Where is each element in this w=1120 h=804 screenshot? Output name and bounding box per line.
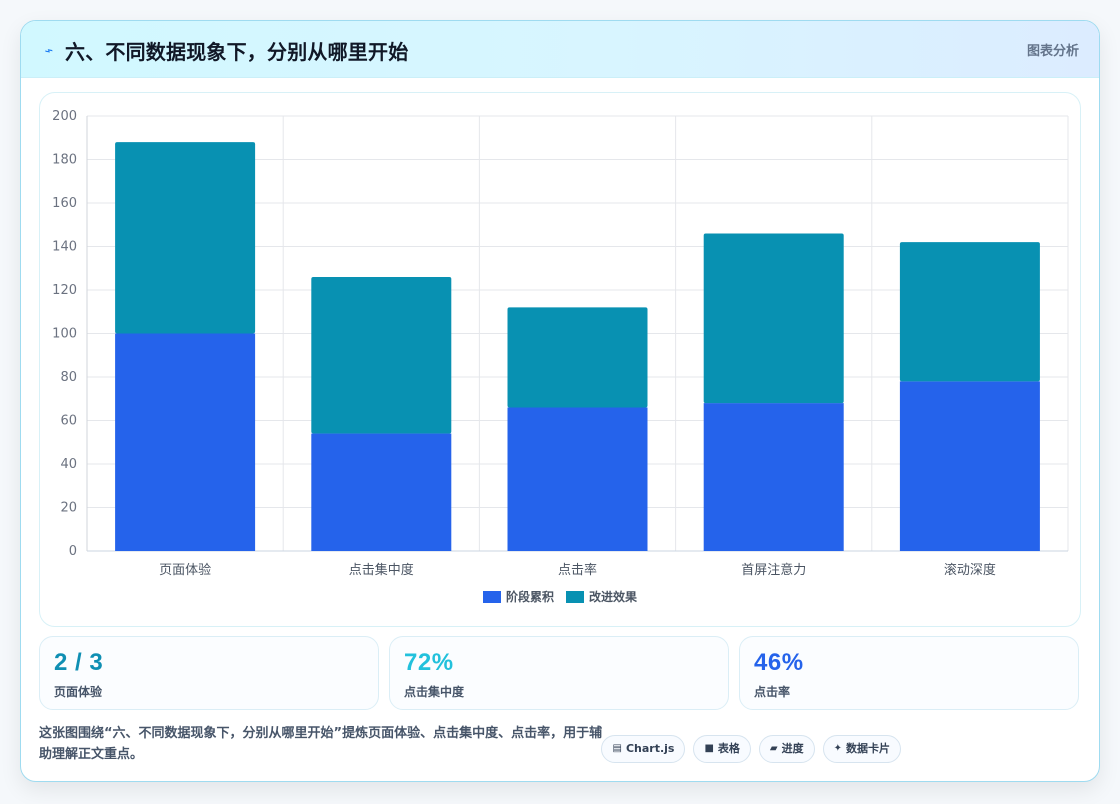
tag-label: 表格 [717, 742, 740, 755]
metric-cards: 2 / 3 页面体验 72% 点击集中度 46% 点击率 [39, 636, 1079, 710]
chart-legend: 阶段累积 改进效果 [40, 588, 1080, 605]
stacked-bar-chart: 0 20 40 60 80 100 120 140 160 180 200 页面体验 点击集中度 点击率 首… [52, 109, 1069, 578]
y-tick-label: 0 [69, 544, 77, 559]
bar-segment-1 [115, 142, 256, 334]
tag-table: ■ 表格 [693, 735, 751, 763]
y-tick-label: 60 [60, 414, 77, 429]
tag-progress: ▰ 进度 [758, 735, 815, 763]
panel-header: ⌁ 六、不同数据现象下，分别从哪里开始 图表分析 [21, 21, 1099, 78]
tag-label: Chart.js [625, 742, 675, 755]
y-tick-label: 40 [60, 457, 77, 472]
chart-icon: ▤ [612, 743, 622, 754]
title-group: ⌁ 六、不同数据现象下，分别从哪里开始 [41, 36, 408, 65]
x-tick-label: 滚动深度 [944, 562, 996, 578]
bar-segment-0 [507, 407, 648, 551]
feature-tags: ▤ Chart.js ■ 表格 ▰ 进度 ✦ 数据卡片 [601, 735, 901, 763]
tag-chartjs: ▤ Chart.js [601, 735, 686, 763]
chart-description: 这张图围绕“六、不同数据现象下，分别从哪里开始”提炼页面体验、点击集中度、点击率… [39, 726, 603, 762]
metric-card-click-concentration: 72% 点击集中度 [389, 636, 729, 710]
y-tick-label: 180 [52, 153, 77, 168]
y-tick-label: 160 [52, 196, 77, 211]
y-tick-label: 120 [52, 283, 77, 298]
metric-label: 点击集中度 [404, 685, 465, 699]
bar-segment-1 [507, 307, 648, 408]
y-tick-label: 140 [52, 240, 77, 255]
metric-value: 46% [754, 649, 804, 676]
legend-item-0: 阶段累积 [482, 588, 554, 605]
bar-segment-0 [899, 381, 1040, 551]
metric-value: 2 / 3 [54, 649, 104, 676]
y-tick-label: 200 [52, 109, 77, 124]
bar-segment-0 [115, 333, 256, 551]
card-icon: ✦ [833, 743, 842, 754]
legend-item-1: 改进效果 [566, 588, 637, 605]
metric-label: 点击率 [754, 685, 791, 699]
page-title: 六、不同数据现象下，分别从哪里开始 [65, 40, 409, 64]
table-icon: ■ [704, 743, 714, 754]
bar-segment-1 [899, 242, 1040, 382]
bar-chart-card: 0 20 40 60 80 100 120 140 160 180 200 页面体验 点击集中度 点击率 首… [39, 92, 1081, 627]
y-tick-label: 100 [52, 327, 77, 342]
bar-segment-1 [703, 233, 844, 404]
metric-card-page-experience: 2 / 3 页面体验 [39, 636, 379, 710]
metric-label: 页面体验 [54, 685, 103, 699]
metric-card-click-rate: 46% 点击率 [739, 636, 1079, 710]
tag-label: 数据卡片 [846, 742, 890, 755]
legend-label-1: 改进效果 [589, 590, 638, 604]
metric-value: 72% [404, 649, 454, 676]
legend-swatch-0 [482, 590, 501, 603]
bolt-icon: ⌁ [42, 41, 56, 60]
x-tick-label: 点击集中度 [349, 562, 414, 578]
y-tick-label: 80 [60, 370, 77, 385]
bar-segment-0 [311, 433, 452, 551]
legend-swatch-1 [566, 590, 584, 603]
progress-icon: ▰ [769, 743, 778, 754]
legend-label-0: 阶段累积 [505, 590, 554, 604]
bar-segment-1 [311, 276, 452, 434]
y-tick-label: 20 [60, 501, 77, 516]
x-tick-label: 页面体验 [159, 562, 211, 578]
tag-data-card: ✦ 数据卡片 [822, 735, 901, 763]
tag-label: 进度 [781, 742, 804, 755]
x-tick-label: 首屏注意力 [741, 562, 806, 578]
bar-segment-0 [703, 403, 844, 551]
chart-panel: ⌁ 六、不同数据现象下，分别从哪里开始 图表分析 0 20 40 60 80 100 120… [20, 20, 1100, 782]
x-tick-label: 点击率 [558, 562, 597, 578]
chart-analysis-tag: 图表分析 [1026, 44, 1079, 59]
